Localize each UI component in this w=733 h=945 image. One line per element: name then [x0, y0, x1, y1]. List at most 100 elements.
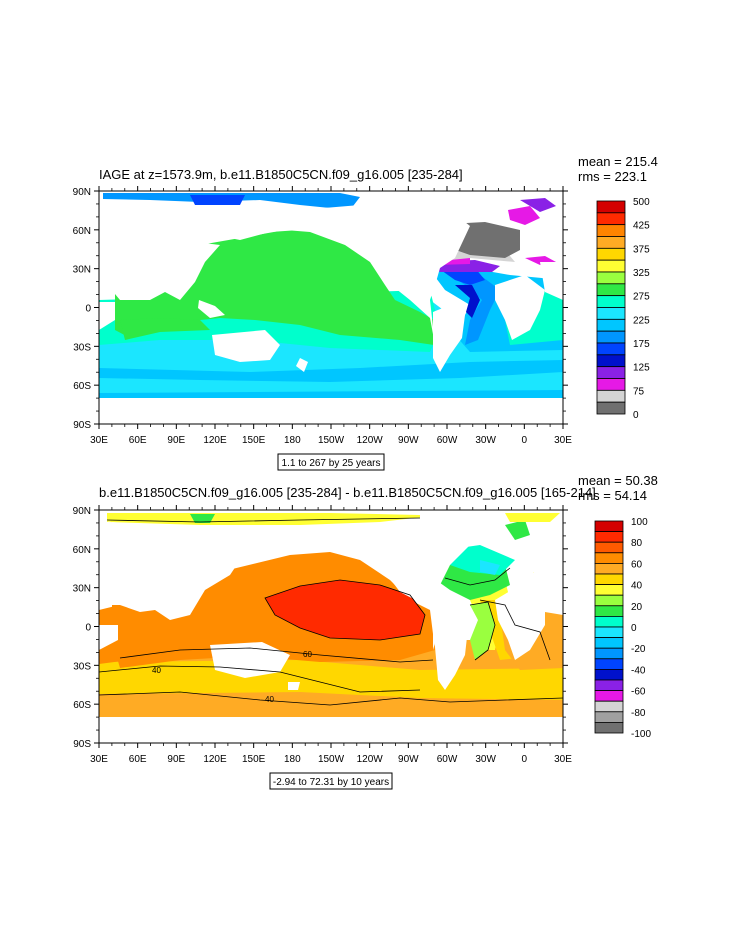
colorbar-swatch [596, 342, 626, 356]
colorbar-label: -100 [631, 729, 651, 740]
colorbar-label: -20 [631, 644, 646, 655]
panel1-colorbar: 500 425 375 325 275 225 175 125 75 0 [596, 197, 650, 421]
latitude-tick-label: 90N [73, 506, 91, 517]
latitude-tick-label: 30N [73, 265, 91, 276]
panel2-mean-label: mean = 50.38 [578, 473, 658, 488]
colorbar-swatch [596, 330, 626, 344]
longitude-tick-label: 60E [129, 754, 147, 765]
longitude-tick-label: 30W [475, 754, 496, 765]
panel1-title: IAGE at z=1573.9m, b.e11.B1850C5CN.f09_g… [99, 167, 463, 182]
colorbar-swatch [594, 679, 624, 692]
longitude-tick-label: 30E [90, 435, 108, 446]
longitude-tick-label: 150W [318, 754, 345, 765]
colorbar-swatch [594, 573, 624, 586]
panel2-info-text: -2.94 to 72.31 by 10 years [273, 777, 389, 788]
latitude-tick-label: 30S [73, 661, 91, 672]
colorbar-swatch [594, 552, 624, 564]
colorbar-label: 75 [633, 386, 645, 397]
latitude-tick-label: 0 [85, 304, 91, 315]
colorbar-swatch [596, 283, 626, 297]
colorbar-label: 0 [631, 623, 637, 634]
colorbar-swatch [594, 647, 624, 660]
longitude-tick-label: 90W [398, 754, 419, 765]
colorbar-label: 500 [633, 197, 650, 208]
colorbar-swatch [594, 605, 624, 617]
colorbar-swatch [594, 690, 624, 702]
colorbar-label: 175 [633, 339, 650, 350]
colorbar-swatch [596, 200, 626, 214]
panel1-latitude-axis: 90N 60N 30N 0 30S 60S 90S [73, 187, 568, 431]
colorbar-swatch [596, 271, 626, 285]
colorbar-swatch [594, 520, 624, 533]
latitude-tick-label: 90N [73, 187, 91, 198]
latitude-tick-label: 30N [73, 584, 91, 595]
panel1-info-box [277, 453, 385, 471]
latitude-tick-label: 90S [73, 739, 91, 750]
colorbar-swatch [594, 658, 624, 670]
longitude-tick-label: 180 [284, 754, 301, 765]
colorbar-label: 20 [631, 602, 643, 613]
colorbar-swatch [594, 626, 624, 639]
longitude-tick-label: 60W [437, 754, 458, 765]
colorbar-swatch [594, 637, 624, 649]
longitude-tick-label: 150W [318, 435, 345, 446]
colorbar-swatch [596, 366, 626, 379]
colorbar-label: 0 [633, 410, 639, 421]
colorbar-swatch [594, 584, 624, 596]
colorbar-swatch [594, 531, 624, 543]
colorbar-swatch [596, 224, 626, 237]
panel1-longitude-axis: 30E 60E 90E 120E 150E 180 150W 120W 90W 60W 30W 0 30… [90, 186, 572, 446]
panel-age-difference-map: b.e11.B1850C5CN.f09_g16.005 [235-284] - … [73, 473, 658, 790]
panel2-contour-label: 40 [152, 666, 161, 675]
colorbar-swatch [594, 700, 624, 713]
longitude-tick-label: 120W [357, 754, 384, 765]
colorbar-swatch [596, 378, 626, 391]
longitude-tick-label: 90W [398, 435, 419, 446]
longitude-tick-label: 90E [167, 754, 185, 765]
colorbar-swatch [596, 389, 626, 403]
panel2-contour-label: 60 [303, 650, 312, 659]
colorbar-swatch [594, 669, 624, 681]
panel1-info-text: 1.1 to 267 by 25 years [282, 458, 381, 469]
colorbar-swatch [596, 401, 626, 415]
colorbar-label: 60 [631, 559, 643, 570]
colorbar-label: 375 [633, 244, 650, 255]
colorbar-label: -40 [631, 665, 646, 676]
colorbar-label: -60 [631, 687, 646, 698]
colorbar-swatch [594, 563, 624, 575]
panel2-colorbar: 100 80 60 40 20 0 -20 -40 -60 -80 -100 [594, 517, 651, 740]
longitude-tick-label: 120E [203, 435, 227, 446]
panel2-contour-label: 40 [265, 695, 274, 704]
longitude-tick-label: 0 [522, 754, 528, 765]
latitude-tick-label: 30S [73, 342, 91, 353]
panel1-map-field [99, 191, 563, 424]
colorbar-swatch [596, 236, 626, 249]
colorbar-label: 225 [633, 315, 650, 326]
colorbar-swatch [594, 541, 624, 554]
colorbar-label: 425 [633, 221, 650, 232]
latitude-tick-label: 90S [73, 420, 91, 431]
longitude-tick-label: 30E [554, 435, 572, 446]
longitude-tick-label: 60E [129, 435, 147, 446]
colorbar-swatch [596, 318, 626, 332]
colorbar-swatch [594, 594, 624, 607]
panel1-mean-label: mean = 215.4 [578, 154, 658, 169]
longitude-tick-label: 30W [475, 435, 496, 446]
longitude-tick-label: 120W [357, 435, 384, 446]
colorbar-label: 275 [633, 292, 650, 303]
longitude-tick-label: 30E [554, 754, 572, 765]
longitude-tick-label: 150E [242, 435, 266, 446]
longitude-tick-label: 0 [522, 435, 528, 446]
colorbar-swatch [596, 212, 626, 226]
longitude-tick-label: 60W [437, 435, 458, 446]
colorbar-swatch [594, 722, 624, 734]
panel2-map-field [99, 510, 563, 743]
latitude-tick-label: 0 [85, 623, 91, 634]
panel1-rms-label: rms = 223.1 [578, 169, 647, 184]
longitude-tick-label: 120E [203, 754, 227, 765]
panel2-rms-label: rms = 54.14 [578, 488, 647, 503]
colorbar-swatch [596, 295, 626, 308]
panel2-latitude-axis: 90N 60N 30N 0 30S 60S 90S [73, 506, 568, 750]
panel2-title: b.e11.B1850C5CN.f09_g16.005 [235-284] - … [99, 485, 596, 500]
